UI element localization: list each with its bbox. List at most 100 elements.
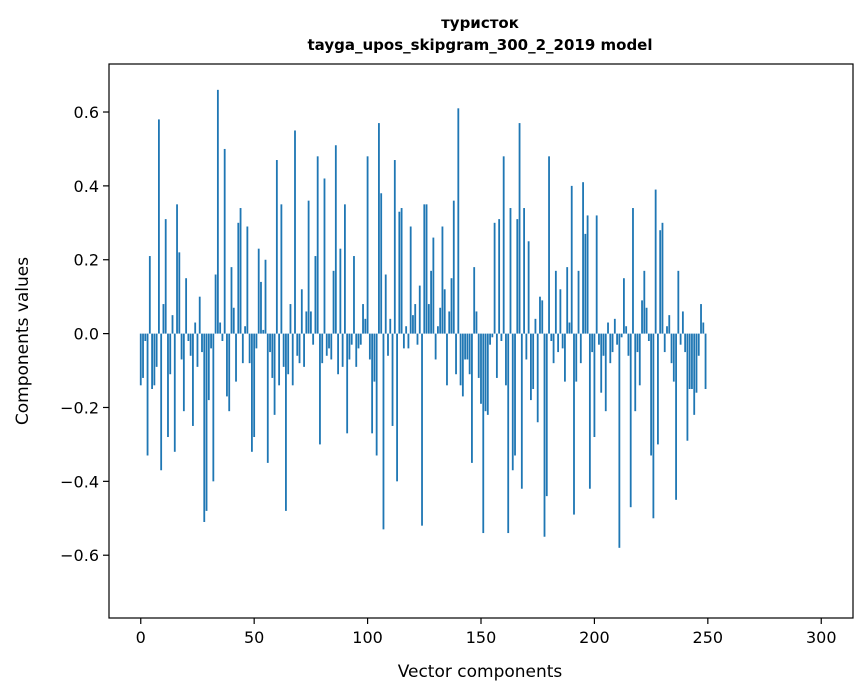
bar <box>173 333 176 452</box>
bar <box>600 333 603 393</box>
y-tick-label: 0.4 <box>74 177 99 196</box>
bar <box>700 304 702 334</box>
bar <box>484 333 487 412</box>
bar <box>461 333 464 397</box>
bar <box>455 333 457 375</box>
bar <box>566 267 569 334</box>
bar <box>518 123 521 334</box>
bar <box>629 333 632 508</box>
bar <box>371 333 374 434</box>
chart-title-line2: tayga_upos_skipgram_300_2_2019 model <box>308 36 653 54</box>
bar <box>226 333 228 397</box>
bar <box>564 333 566 382</box>
bar <box>423 204 426 334</box>
bar <box>407 333 410 349</box>
bar <box>142 333 144 378</box>
bar <box>493 222 496 334</box>
x-tick-label: 50 <box>244 628 264 647</box>
bar <box>691 333 693 390</box>
bar <box>427 304 430 334</box>
bar <box>582 182 584 334</box>
bar <box>176 204 178 334</box>
bar <box>346 333 349 434</box>
bar <box>282 333 285 367</box>
bar <box>573 333 575 515</box>
bar <box>695 333 698 393</box>
bar <box>275 160 278 334</box>
bar <box>623 278 625 334</box>
x-axis-label: Vector components <box>398 662 563 682</box>
bar <box>684 333 687 353</box>
bar <box>464 333 467 360</box>
bar <box>568 322 571 334</box>
bar <box>285 333 287 511</box>
bar <box>228 333 231 412</box>
x-tick-label: 200 <box>579 628 610 647</box>
bar <box>350 333 353 345</box>
bar <box>523 208 525 334</box>
bar <box>246 226 249 334</box>
bar <box>495 333 498 378</box>
bar <box>450 278 453 334</box>
bar <box>296 333 299 356</box>
bar <box>625 326 628 334</box>
bar <box>550 333 553 341</box>
bar <box>332 270 335 334</box>
x-tick-label: 0 <box>136 628 146 647</box>
bar <box>241 333 244 364</box>
bar <box>457 108 460 334</box>
bar <box>641 300 643 334</box>
bar <box>437 326 439 334</box>
bar <box>616 333 618 345</box>
bar <box>432 237 435 334</box>
bar <box>477 333 480 378</box>
bar <box>607 322 609 334</box>
bar <box>681 311 684 334</box>
y-tick-label: −0.4 <box>60 472 99 491</box>
bar <box>634 333 637 412</box>
bar <box>561 333 564 349</box>
bar <box>182 333 185 412</box>
bar <box>196 333 199 367</box>
y-tick-label: 0.2 <box>74 251 99 270</box>
bar <box>255 333 258 349</box>
bar <box>384 274 387 334</box>
bar <box>480 333 482 404</box>
bar <box>382 333 385 530</box>
bar <box>169 333 172 375</box>
bar <box>679 333 682 345</box>
bar <box>325 333 328 356</box>
bar <box>697 333 700 356</box>
bar <box>334 145 337 334</box>
y-tick-label: 0.6 <box>74 103 99 122</box>
bar <box>611 333 614 353</box>
bar <box>532 333 535 390</box>
bar <box>271 333 274 378</box>
bar <box>613 318 616 334</box>
bar <box>348 333 351 360</box>
bar <box>604 333 607 412</box>
bar <box>341 333 344 367</box>
bar <box>357 333 360 349</box>
bar <box>443 289 446 334</box>
x-tick-label: 150 <box>466 628 497 647</box>
bar <box>548 156 550 334</box>
bar <box>516 219 519 334</box>
bar <box>643 270 646 334</box>
bar <box>659 230 662 334</box>
x-tick-label: 300 <box>806 628 837 647</box>
bar <box>164 219 167 334</box>
bar <box>307 200 310 334</box>
bar <box>661 222 664 334</box>
bar <box>160 333 163 471</box>
bar <box>441 226 444 334</box>
bar <box>244 326 246 334</box>
bar <box>192 333 194 426</box>
bar <box>321 333 324 364</box>
bar <box>387 333 389 356</box>
bar <box>400 208 403 334</box>
bar <box>520 333 523 489</box>
bar <box>198 296 201 334</box>
bar <box>375 333 378 456</box>
bar <box>230 267 233 334</box>
